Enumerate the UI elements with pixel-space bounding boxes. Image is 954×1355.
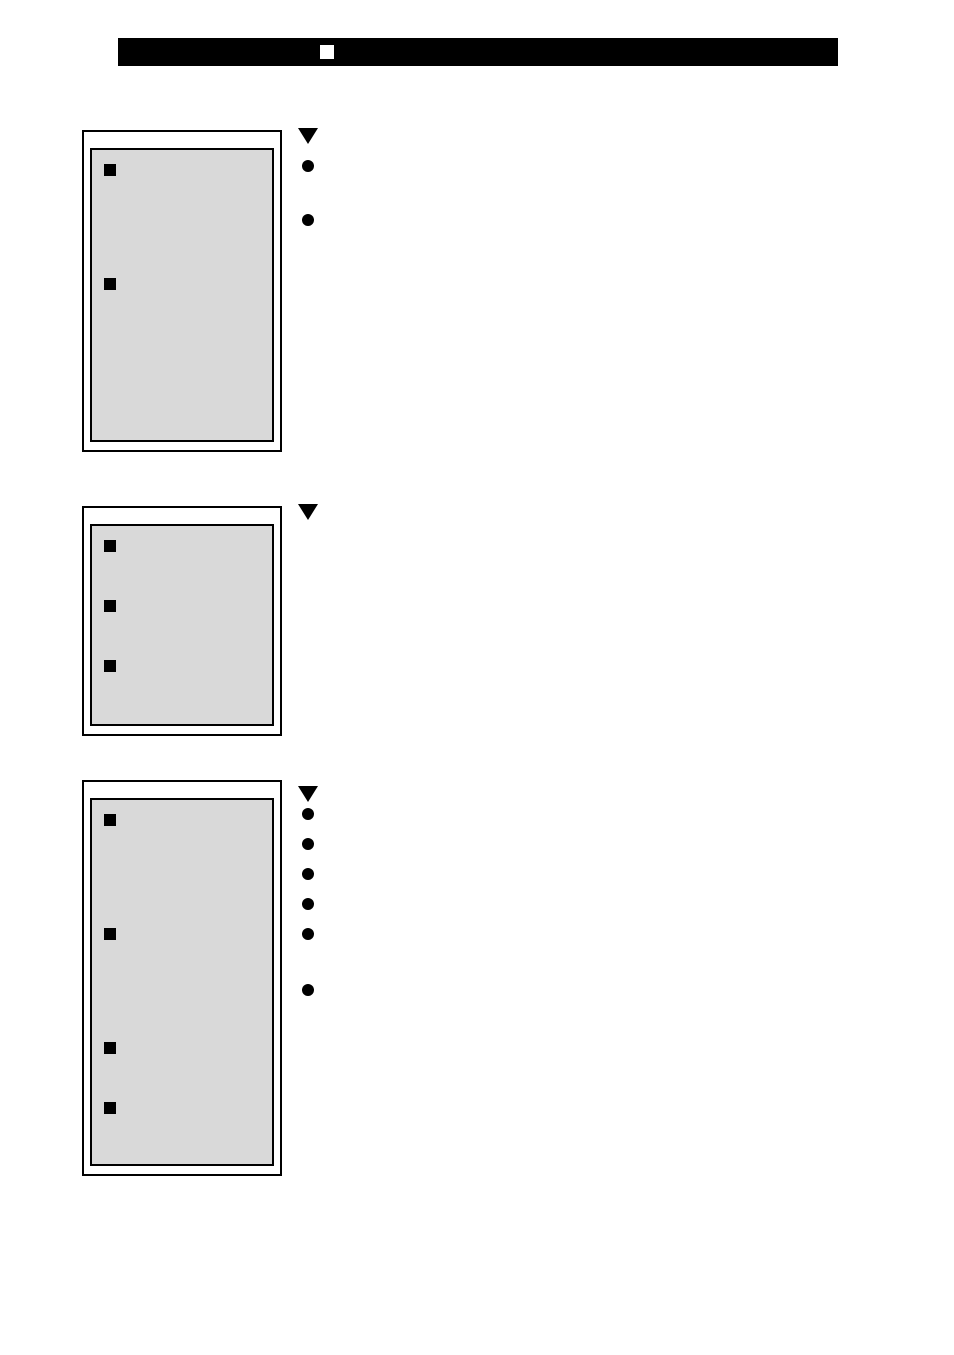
box-2-bullet-2 bbox=[104, 600, 116, 612]
box-2-inner bbox=[90, 524, 274, 726]
box-3-inner bbox=[90, 798, 274, 1166]
box-3-bullet-1 bbox=[104, 814, 116, 826]
page bbox=[0, 0, 954, 1355]
dot-3-icon bbox=[302, 808, 314, 820]
box-3-bullet-2 bbox=[104, 928, 116, 940]
dot-5-icon bbox=[302, 868, 314, 880]
box-3-bullet-3 bbox=[104, 1042, 116, 1054]
box-1-bullet-1 bbox=[104, 164, 116, 176]
box-3-bullet-4 bbox=[104, 1102, 116, 1114]
box-2-bullet-1 bbox=[104, 540, 116, 552]
box-2-bullet-3 bbox=[104, 660, 116, 672]
header-bar bbox=[118, 38, 838, 66]
triangle-2-icon bbox=[298, 504, 318, 520]
dot-2-icon bbox=[302, 214, 314, 226]
box-1-inner bbox=[90, 148, 274, 442]
dot-6-icon bbox=[302, 898, 314, 910]
dot-7-icon bbox=[302, 928, 314, 940]
dot-4-icon bbox=[302, 838, 314, 850]
triangle-3-icon bbox=[298, 786, 318, 802]
dot-8-icon bbox=[302, 984, 314, 996]
box-1-bullet-2 bbox=[104, 278, 116, 290]
header-square-icon bbox=[320, 45, 334, 59]
triangle-1-icon bbox=[298, 128, 318, 144]
dot-1-icon bbox=[302, 160, 314, 172]
